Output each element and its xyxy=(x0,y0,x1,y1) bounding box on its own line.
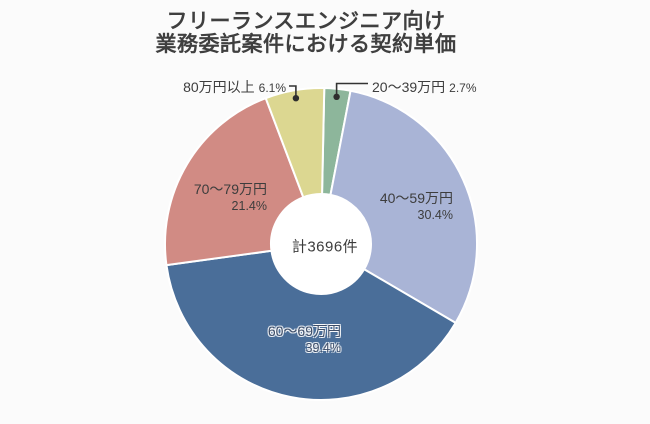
slice-label-80man-plus: 80万円以上 6.1% xyxy=(183,77,286,97)
pie-slice-40-59 xyxy=(329,89,479,324)
leader-dot-80plus xyxy=(292,95,300,102)
chart-title-line1: フリーランスエンジニア向け xyxy=(166,10,446,33)
slice-pct-text: 6.1% xyxy=(258,81,286,95)
slice-range-text: 20〜39万円 xyxy=(372,79,446,95)
donut-hole xyxy=(269,192,373,296)
pie-slice-60-69 xyxy=(165,249,457,402)
slice-label-70-79man: 70〜79万円 21.4% xyxy=(194,181,267,215)
leader-dot-20-39 xyxy=(333,93,340,101)
slice-range-text: 60〜69万円 xyxy=(267,323,341,339)
chart-title-line2: 業務委託案件における契約単価 xyxy=(155,33,457,56)
slice-range-text: 70〜79万円 xyxy=(193,181,267,197)
chart-title: フリーランスエンジニア向け 業務委託案件における契約単価 xyxy=(156,10,457,56)
total-count-label: 計3696件 xyxy=(291,238,359,256)
pie-slice-70-79 xyxy=(164,97,305,267)
slice-pct-text: 30.4% xyxy=(417,208,453,222)
slice-pct-text: 39.4% xyxy=(305,341,341,355)
pie-slice-80plus xyxy=(264,87,326,199)
slice-label-40-59man: 40〜59万円 30.4% xyxy=(380,190,453,224)
slice-pct-text: 2.7% xyxy=(449,81,477,95)
slice-range-text: 80万円以上 xyxy=(183,79,255,95)
leader-line-20-39 xyxy=(335,82,368,97)
slice-range-text: 40〜59万円 xyxy=(379,190,453,206)
slice-label-60-69man: 60〜69万円 39.4% xyxy=(268,323,341,357)
leader-line-80plus xyxy=(289,85,297,99)
slice-label-20-39man: 20〜39万円 2.7% xyxy=(372,77,477,97)
slice-pct-text: 21.4% xyxy=(231,199,267,213)
